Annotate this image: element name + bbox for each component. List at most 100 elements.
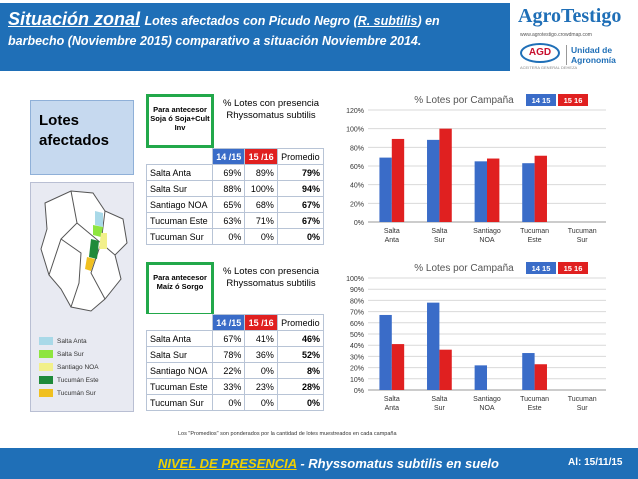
header: Situación zonal Lotes afectados con Picu… [0,0,638,74]
footer-rest: - Rhyssomatus subtilis en suelo [296,456,499,471]
x-tick-label: Tucuman [568,396,597,403]
unidad-line1: Unidad de [571,45,613,55]
y-tick-label: 30% [350,354,364,361]
title-rest-2: ) en [417,14,440,28]
map-icon [40,190,128,312]
x-tick-label: Sur [577,405,589,412]
col-1415: 14 /15 [211,314,246,331]
x-tick-label: Tucuman [520,396,549,403]
bar [534,364,547,390]
y-tick-label: 10% [350,377,364,384]
table-soja: 14 /15 15 /16 Promedio Salta Anta 69% 89% 79%… [146,148,325,245]
legend-tucuman-este: Tucumán Este [39,375,99,386]
legend-label: 14 15 [532,264,551,273]
agrotestigo-logo: AgroTestigo [518,5,622,27]
bar [474,161,487,222]
legend-label: 14 15 [532,96,551,105]
y-tick-label: 80% [350,145,364,152]
legend-label: 15 16 [564,96,583,105]
y-tick-label: 60% [350,164,364,171]
footer-nivel: NIVEL DE PRESENCIA [158,456,297,471]
title-rest-1: Lotes afectados con Picudo Negro ( [144,14,358,28]
x-tick-label: Salta [431,228,447,235]
bar [474,365,487,390]
map-box: Salta Anta Salta Sur Santiago NOA Tucumá… [30,182,134,412]
y-tick-label: 80% [350,298,364,305]
legend-swatch [558,262,588,274]
x-tick-label: Este [528,405,542,412]
table-title-maiz: % Lotes con presencia Rhyssomatus subtil… [222,266,320,289]
y-tick-label: 90% [350,287,364,294]
antecesor-soja-box: Para antecesor Soja ó Soja+Cult Inv [146,94,214,148]
table-row: Santiago NOA 22% 0% 8% [146,362,325,379]
unidad-agronomia: Unidad de Agronomía [566,45,616,65]
y-tick-label: 100% [346,127,364,134]
col-1415: 14 /15 [211,148,246,165]
x-tick-label: Sur [577,237,589,244]
chart-soja: % Lotes por Campaña 14 15 15 16 0% 20% 40% 60%… [334,90,614,256]
legend-tucuman-sur: Tucumán Sur [39,388,96,399]
lotes-afectados-label: Lotes afectados [30,100,134,175]
y-tick-label: 0% [354,388,364,395]
col-prom: Promedio [276,314,325,331]
legend-label: 15 16 [564,264,583,273]
chart-title: % Lotes por Campaña [414,263,514,274]
legend-swatch [526,262,556,274]
x-tick-label: Salta [384,228,400,235]
col-1516: 15 /16 [244,314,278,331]
bar [427,302,440,390]
x-tick-label: Salta [384,396,400,403]
footer-title: NIVEL DE PRESENCIA - Rhyssomatus subtili… [158,456,499,471]
bar [391,138,405,222]
y-tick-label: 70% [350,310,364,317]
logo-url: www.agrotestigo.crowdmap.com [520,32,592,38]
x-tick-label: Santiago [473,228,501,235]
agd-logo: AGD [520,43,560,63]
bar [391,344,405,390]
legend-salta-anta: Salta Anta [39,336,87,347]
legend-swatch [526,94,556,106]
table-row: Tucuman Este 63% 71% 67% [146,212,325,229]
y-tick-label: 50% [350,332,364,339]
table-row: Salta Sur 88% 100% 94% [146,180,325,197]
y-tick-label: 20% [350,201,364,208]
y-tick-label: 120% [346,108,364,115]
col-1516: 15 /16 [244,148,278,165]
bar [379,314,392,390]
x-tick-label: Sur [434,405,446,412]
table-row: Tucuman Sur 0% 0% 0% [146,394,325,411]
table-maiz: 14 /15 15 /16 Promedio Salta Anta 67% 41% 46%… [146,314,325,411]
y-tick-label: 20% [350,366,364,373]
table-row: Salta Anta 69% 89% 79% [146,164,325,181]
legend-santiago-noa: Santiago NOA [39,362,99,373]
bar [534,155,547,222]
bar [427,139,440,222]
x-tick-label: Santiago [473,396,501,403]
table-row: Tucuman Este 33% 23% 28% [146,378,325,395]
x-tick-label: Sur [434,237,446,244]
bar [487,158,500,222]
title-line2: barbecho (Noviembre 2015) comparativo a … [8,34,422,48]
table-title-soja: % Lotes con presencia Rhyssomatus subtil… [222,98,320,121]
x-tick-label: NOA [479,405,495,412]
x-tick-label: Anta [385,405,400,412]
antecesor-maiz-box: Para antecesor Maíz ó Sorgo [146,262,214,316]
bar [379,157,392,222]
footnote: Los "Promedios" son ponderados por la ca… [178,431,397,437]
footer-date: Al: 15/11/15 [568,457,623,468]
logo-box: AgroTestigo www.agrotestigo.crowdmap.com… [512,3,638,71]
table-row: Salta Anta 67% 41% 46% [146,330,325,347]
y-tick-label: 40% [350,183,364,190]
col-prom: Promedio [276,148,325,165]
chart-maiz: % Lotes por Campaña 14 15 15 16 0% 10% 20% 30%… [334,258,614,424]
x-tick-label: NOA [479,237,495,244]
x-tick-label: Este [528,237,542,244]
title-sci: R. subtilis [357,14,418,28]
y-tick-label: 60% [350,321,364,328]
agd-sub: ACEITERA GENERAL DEHEZA [520,65,578,70]
table-row: Salta Sur 78% 36% 52% [146,346,325,363]
bar [522,353,535,390]
footer-bar: NIVEL DE PRESENCIA - Rhyssomatus subtili… [0,448,638,479]
table-row: Santiago NOA 65% 68% 67% [146,196,325,213]
y-tick-label: 100% [346,276,364,283]
